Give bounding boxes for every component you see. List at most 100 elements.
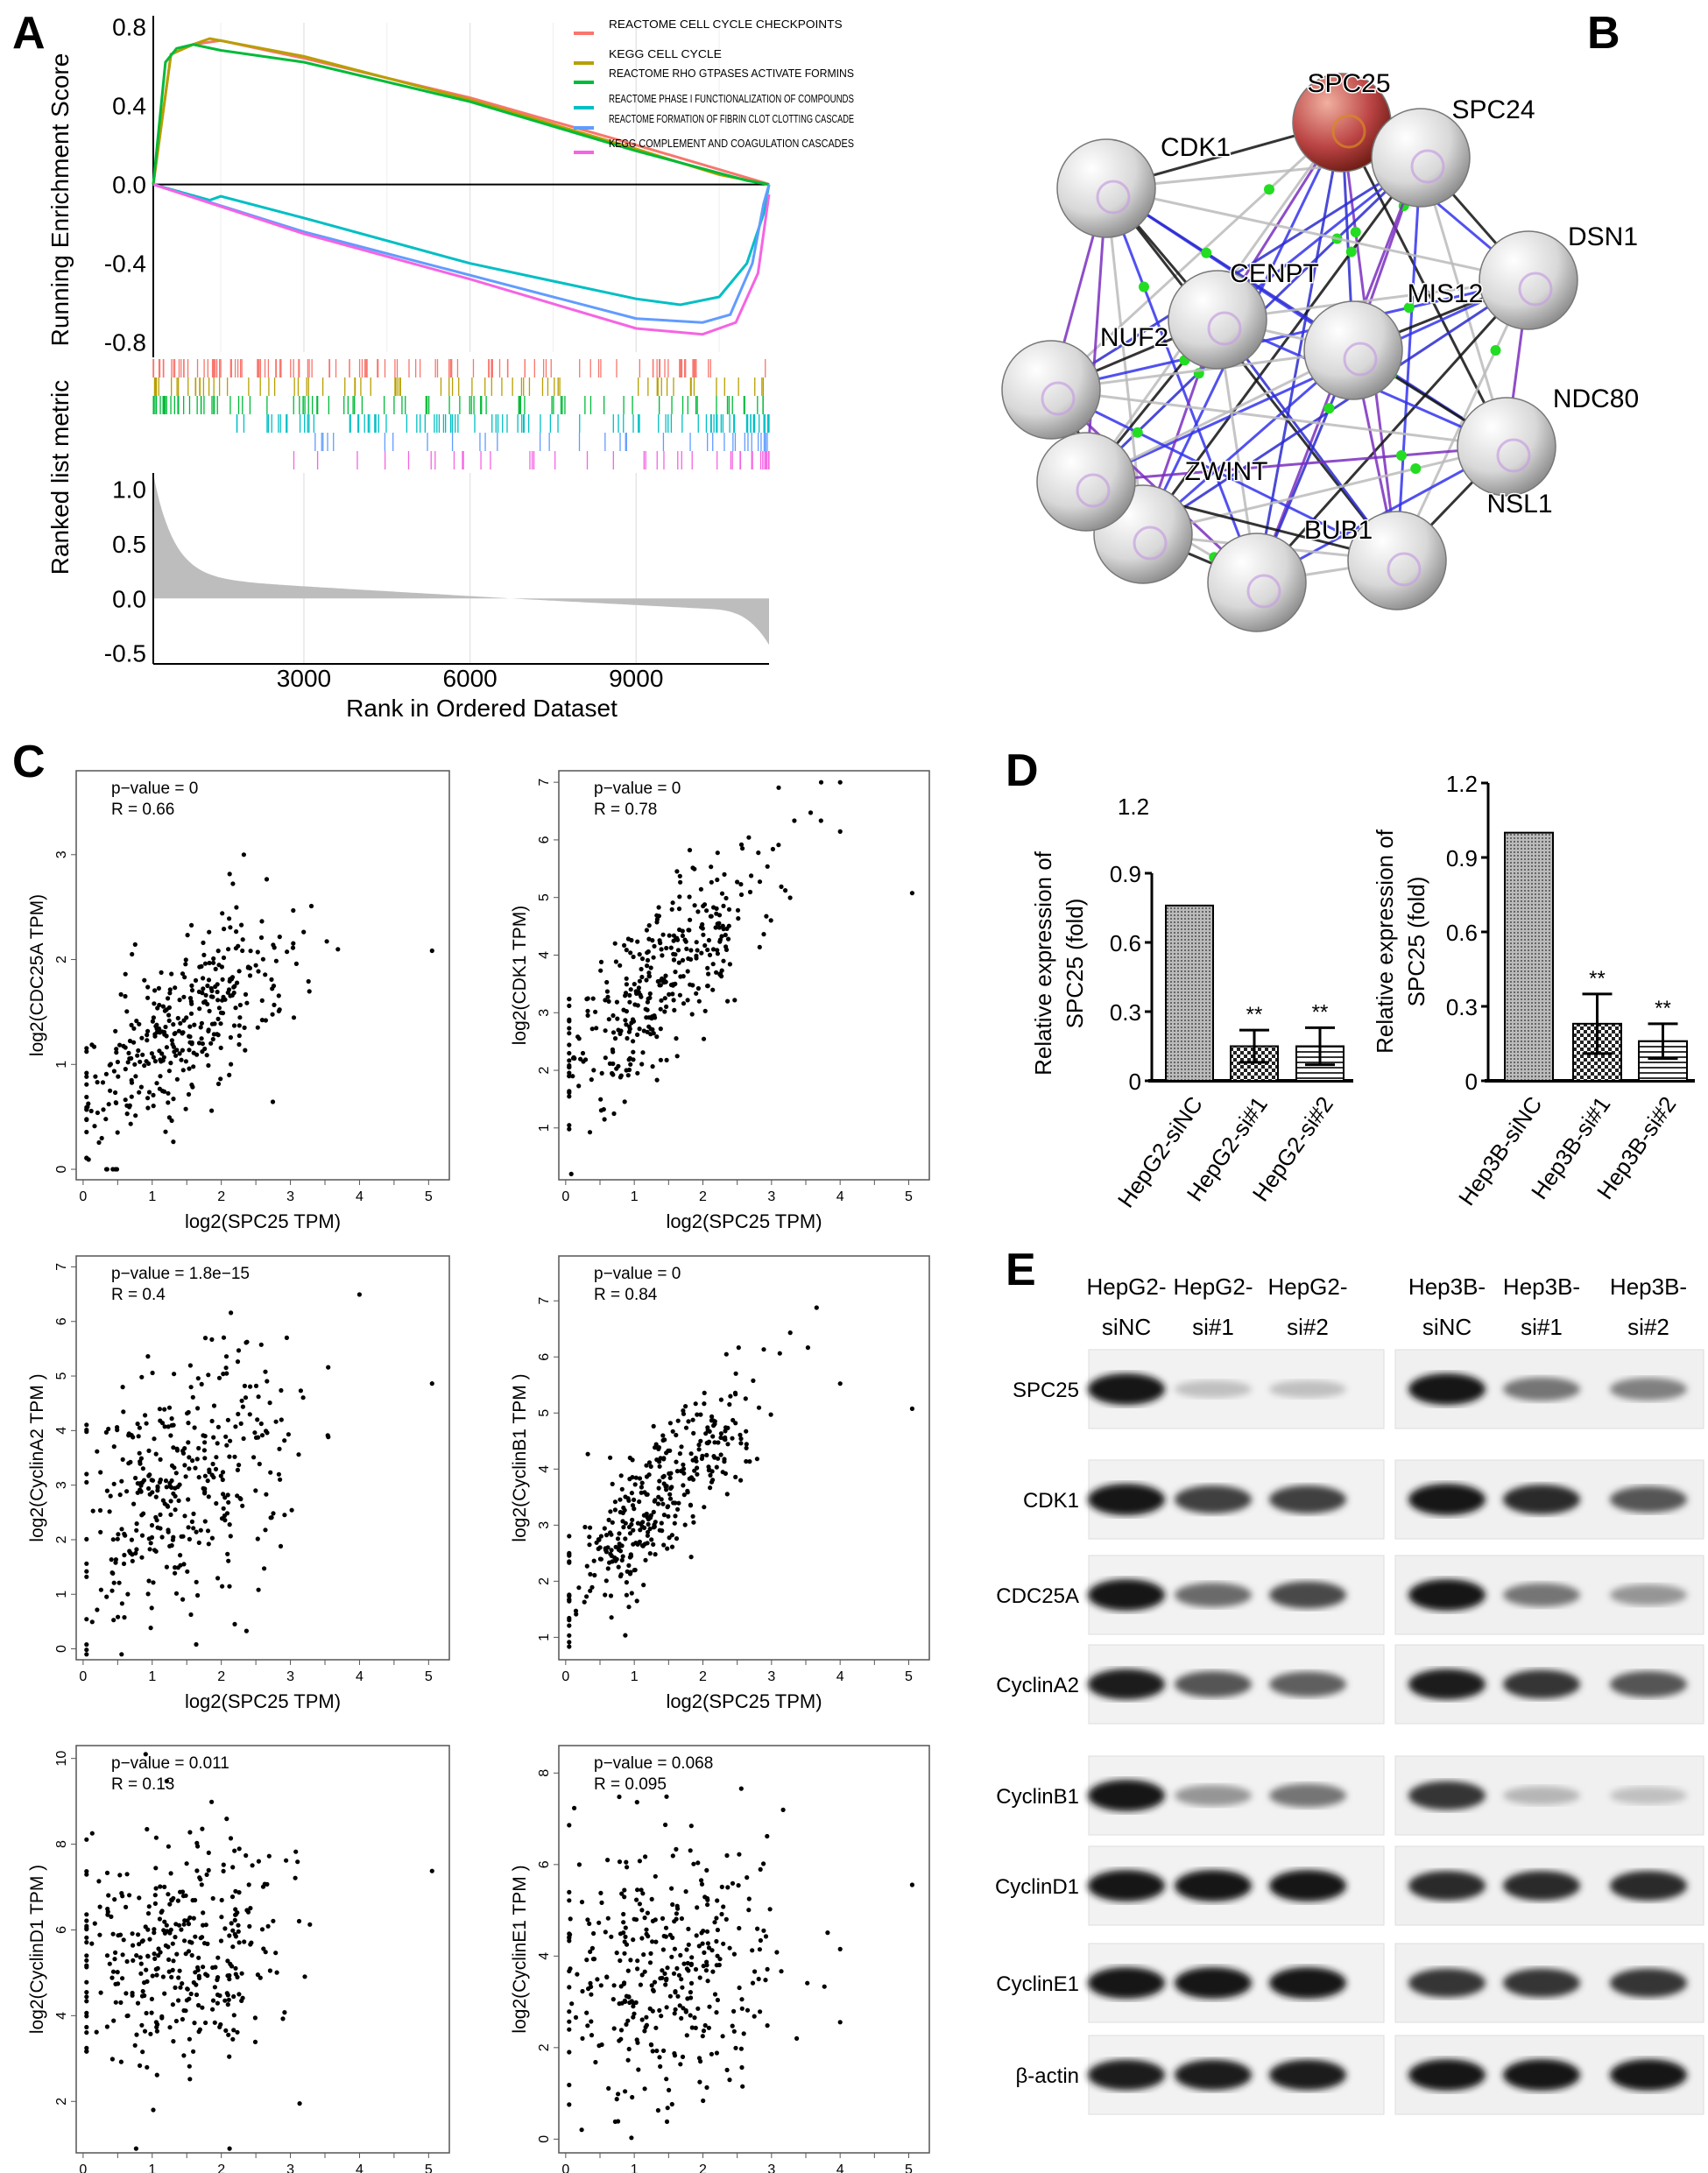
scatter-point: [150, 1370, 155, 1376]
scatter-point: [613, 959, 619, 964]
scatter-point: [306, 978, 311, 984]
scatter-point: [135, 1481, 140, 1486]
scatter-point: [291, 941, 296, 946]
scatter-point: [683, 939, 688, 944]
y-tick-label: 0: [1465, 1069, 1478, 1095]
scatter-point: [750, 1980, 756, 1986]
scatter-point: [324, 939, 329, 944]
scatter-point: [84, 1574, 89, 1579]
scatter-point: [118, 2000, 124, 2005]
scatter-point: [645, 999, 651, 1005]
scatter-point: [98, 1990, 103, 1995]
scatter-point: [646, 974, 653, 979]
scatter-point: [660, 1947, 667, 1952]
scatter-point: [172, 1465, 177, 1471]
scatter-point: [220, 998, 225, 1003]
scatter-point: [134, 1019, 139, 1024]
scatter-point: [104, 1870, 110, 1875]
scatter-point: [308, 903, 314, 909]
scatter-point: [714, 970, 719, 975]
scatter-point: [203, 2020, 208, 2026]
scatter-point: [256, 1587, 261, 1592]
scatter-point: [229, 1062, 234, 1067]
x-tick-label: 4: [356, 1669, 363, 1684]
scatter-point: [709, 864, 714, 870]
scatter-point: [148, 1626, 153, 1631]
scatter-point: [204, 1053, 209, 1058]
scatter-point: [170, 1041, 175, 1047]
scatter-point: [111, 2018, 116, 2023]
scatter-point: [152, 1059, 158, 1064]
scatter-point: [225, 2002, 230, 2007]
scatter-point: [252, 2039, 258, 2044]
scatter-point: [149, 1535, 155, 1540]
scatter-point: [171, 1139, 176, 1145]
scatter-point: [256, 1394, 261, 1400]
scatter-point: [695, 1905, 700, 1910]
scatter-point: [208, 994, 214, 999]
scatter-point: [291, 1015, 297, 1020]
scatter-point: [84, 1869, 89, 1874]
scatter-point: [625, 1496, 631, 1501]
scatter-point: [608, 1455, 613, 1460]
x-tick-label: 1: [148, 1189, 156, 1204]
scatter-point: [719, 891, 725, 896]
scatter-point: [579, 2127, 584, 2133]
scatter-point: [223, 1434, 229, 1439]
scatter-point: [265, 1881, 270, 1887]
scatter-point: [649, 1537, 654, 1542]
scatter-point: [282, 1438, 287, 1443]
scatter-point: [662, 1009, 667, 1014]
edge-arrow-marker: [1490, 345, 1501, 356]
y-tick-label: 10: [54, 1751, 69, 1767]
scatter-point: [172, 1372, 177, 1377]
scatter-point: [162, 1032, 167, 1037]
scatter-point: [153, 1835, 159, 1840]
scatter-point: [296, 1918, 302, 1924]
error-bar: [1648, 1022, 1678, 1060]
scatter-point: [738, 1478, 744, 1483]
scatter-point: [118, 2059, 124, 2064]
scatter-point: [215, 1081, 222, 1087]
scatter-point: [186, 1421, 191, 1426]
scatter-point: [138, 1971, 144, 1976]
scatter-point: [122, 1615, 127, 1620]
scatter-point: [652, 1499, 657, 1504]
scatter-point: [692, 903, 697, 908]
scatter-point: [604, 1974, 610, 1979]
scatter-point: [152, 1436, 157, 1442]
scatter-point: [190, 1084, 195, 1090]
scatter-point: [174, 1951, 180, 1957]
scatter-point: [730, 1436, 735, 1441]
scatter-point: [689, 2025, 695, 2030]
scatter-point: [225, 1417, 230, 1422]
scatter-point: [153, 1451, 159, 1457]
scatter-point: [180, 1597, 186, 1602]
scatter-point: [166, 1069, 172, 1074]
scatter-point: [657, 1464, 662, 1469]
protein-band: [1610, 1378, 1687, 1400]
scatter-point: [235, 2029, 240, 2035]
scatter-point: [228, 925, 233, 930]
p-value-label: p−value = 0.068: [594, 1754, 713, 1773]
scatter-point: [618, 1958, 623, 1964]
scatter-point: [175, 1898, 180, 1903]
scatter-point: [277, 1446, 282, 1451]
scatter-point: [716, 913, 723, 918]
scatter-point: [173, 1591, 180, 1596]
scatter-point: [618, 963, 623, 968]
scatter-point: [171, 1422, 176, 1428]
scatter-point: [757, 944, 762, 949]
x-tick-label: 0: [561, 1669, 569, 1684]
scatter-point: [592, 1572, 597, 1578]
scatter-point: [137, 1942, 142, 1947]
legend-label: KEGG COMPLEMENT AND COAGULATION CASCADES: [609, 137, 854, 150]
scatter-point: [196, 2002, 201, 2008]
scatter-point: [117, 1932, 124, 1937]
scatter-point: [111, 1444, 116, 1450]
scatter-point: [770, 846, 776, 852]
x-axis-label: log2(SPC25 TPM): [185, 1210, 341, 1232]
scatter-point: [709, 1469, 715, 1474]
scatter-point: [236, 943, 241, 949]
